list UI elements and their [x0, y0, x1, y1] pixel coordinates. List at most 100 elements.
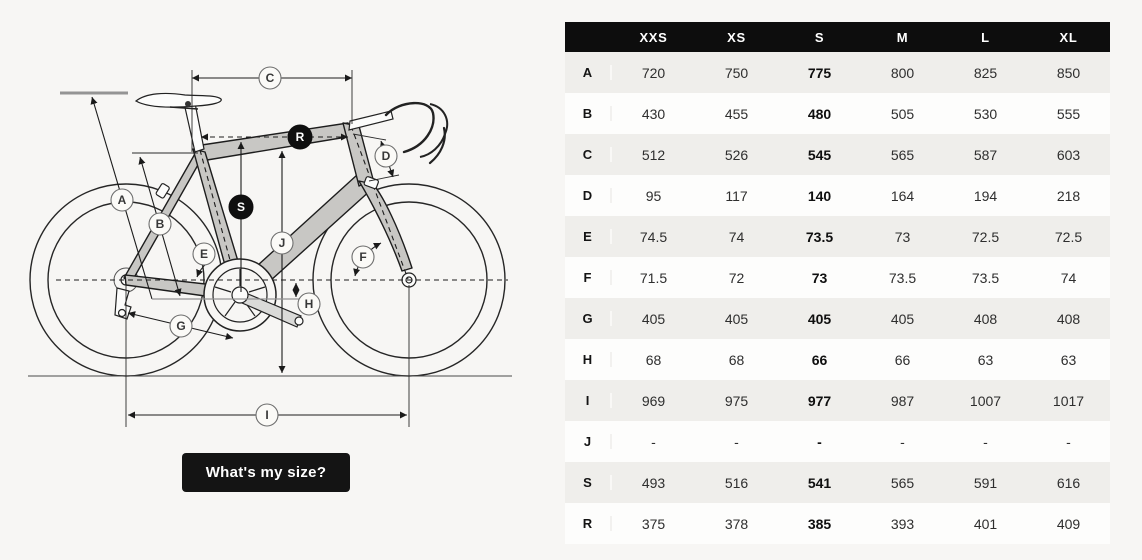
rear-derailleur [114, 287, 132, 320]
dim-label-c: C [258, 66, 282, 90]
cell-c-m: 565 [890, 146, 915, 163]
row-label-a: A [565, 65, 612, 80]
dim-label-g: G [169, 314, 193, 338]
cell-a-l: 825 [973, 64, 998, 81]
geometry-svg: A B C D E F G H I J S R [28, 66, 512, 427]
svg-text:S: S [237, 200, 245, 214]
svg-text:C: C [266, 71, 275, 85]
whats-my-size-button[interactable]: What's my size? [182, 453, 350, 492]
cell-j-xxs: - [651, 433, 656, 450]
cell-d-s: 140 [807, 187, 832, 204]
dim-label-b: B [148, 212, 172, 236]
cell-i-xl: 1017 [1052, 392, 1085, 409]
svg-text:D: D [382, 149, 391, 163]
size-table-body: A 720 750 775 800 825 850 B 430 455 480 505 530 555 C 5… [565, 52, 1110, 544]
table-row-f: F 71.5 72 73 73.5 73.5 74 [565, 257, 1110, 298]
cell-r-xs: 378 [724, 515, 749, 532]
row-label-e: E [565, 229, 612, 244]
cell-b-xxs: 430 [641, 105, 666, 122]
cell-h-l: 63 [977, 351, 994, 368]
svg-text:J: J [279, 236, 286, 250]
table-row-j: J------ [565, 421, 1110, 462]
cell-d-xl: 218 [1056, 187, 1081, 204]
cell-f-m: 73.5 [888, 269, 917, 286]
svg-text:A: A [118, 193, 127, 207]
cell-c-xs: 526 [724, 146, 749, 163]
svg-text:F: F [359, 250, 366, 264]
svg-text:G: G [176, 319, 185, 333]
bike-geometry-diagram: A B C D E F G H I J S R What's my size? [0, 0, 565, 560]
cell-f-s: 73 [811, 269, 828, 286]
cell-a-xs: 750 [724, 64, 749, 81]
table-row-i: I 969 975 977 987 1007 1017 [565, 380, 1110, 421]
cell-s-m: 565 [890, 474, 915, 491]
cell-g-xxs: 405 [641, 310, 666, 327]
cell-h-xl: 63 [1060, 351, 1077, 368]
cell-r-xxs: 375 [641, 515, 666, 532]
row-label-d: D [565, 188, 612, 203]
cell-d-l: 194 [973, 187, 998, 204]
row-label-f: F [565, 270, 612, 285]
size-table-header-row: XXS XS S M L XL [565, 22, 1110, 52]
cell-e-s: 73.5 [805, 228, 834, 245]
table-row-s: S 493 516 541 565 591 616 [565, 462, 1110, 503]
column-header-s: S [814, 29, 825, 45]
cell-g-s: 405 [807, 310, 832, 327]
cell-a-s: 775 [807, 64, 832, 81]
cell-i-m: 987 [890, 392, 915, 409]
column-header-xl: XL [1059, 29, 1078, 45]
cell-a-xl: 850 [1056, 64, 1081, 81]
cell-e-xl: 72.5 [1054, 228, 1083, 245]
cell-g-m: 405 [890, 310, 915, 327]
row-label-c: C [565, 147, 612, 162]
cell-j-l: - [983, 433, 988, 450]
cell-b-l: 530 [973, 105, 998, 122]
cell-d-m: 164 [890, 187, 915, 204]
cell-g-xl: 408 [1056, 310, 1081, 327]
cell-r-m: 393 [890, 515, 915, 532]
cell-c-xxs: 512 [641, 146, 666, 163]
column-header-xxs: XXS [639, 29, 668, 45]
cell-b-xs: 455 [724, 105, 749, 122]
table-row-a: A 720 750 775 800 825 850 [565, 52, 1110, 93]
table-row-d: D 95 117 140 164 194 218 [565, 175, 1110, 216]
cell-s-l: 591 [973, 474, 998, 491]
row-label-h: H [565, 352, 612, 367]
dim-label-h: H [297, 292, 321, 316]
dim-label-d: D [374, 144, 398, 168]
dim-label-j: J [270, 231, 294, 255]
dim-label-f: F [351, 245, 375, 269]
row-label-r: R [565, 516, 612, 531]
cell-g-l: 408 [973, 310, 998, 327]
cell-i-xs: 975 [724, 392, 749, 409]
cell-f-l: 73.5 [971, 269, 1000, 286]
cell-r-l: 401 [973, 515, 998, 532]
dim-label-r: R [287, 124, 313, 150]
cell-a-m: 800 [890, 64, 915, 81]
cell-e-l: 72.5 [971, 228, 1000, 245]
cell-i-l: 1007 [969, 392, 1002, 409]
column-header-l: L [981, 29, 990, 45]
cell-r-s: 385 [807, 515, 832, 532]
crankset [203, 258, 304, 332]
table-row-c: C 512 526 545 565 587 603 [565, 134, 1110, 175]
table-row-g: G 405 405 405 405 408 408 [565, 298, 1110, 339]
svg-text:I: I [265, 408, 268, 422]
cell-c-s: 545 [807, 146, 832, 163]
cell-j-s: - [817, 433, 822, 450]
cell-d-xs: 117 [725, 187, 748, 204]
cell-g-xs: 405 [724, 310, 749, 327]
rear-brake-icon [155, 183, 170, 199]
size-table: XXS XS S M L XL A 720 750 775 800 825 850 B 430 455 480… [565, 22, 1110, 544]
row-label-g: G [565, 311, 612, 326]
cell-f-xl: 74 [1060, 269, 1077, 286]
cell-s-s: 541 [807, 474, 832, 491]
row-label-s: S [565, 475, 612, 490]
cell-s-xs: 516 [724, 474, 749, 491]
cell-j-m: - [900, 433, 905, 450]
cell-r-xl: 409 [1056, 515, 1081, 532]
cell-e-xxs: 74.5 [639, 228, 668, 245]
row-label-j: J [565, 434, 612, 449]
row-label-b: B [565, 106, 612, 121]
